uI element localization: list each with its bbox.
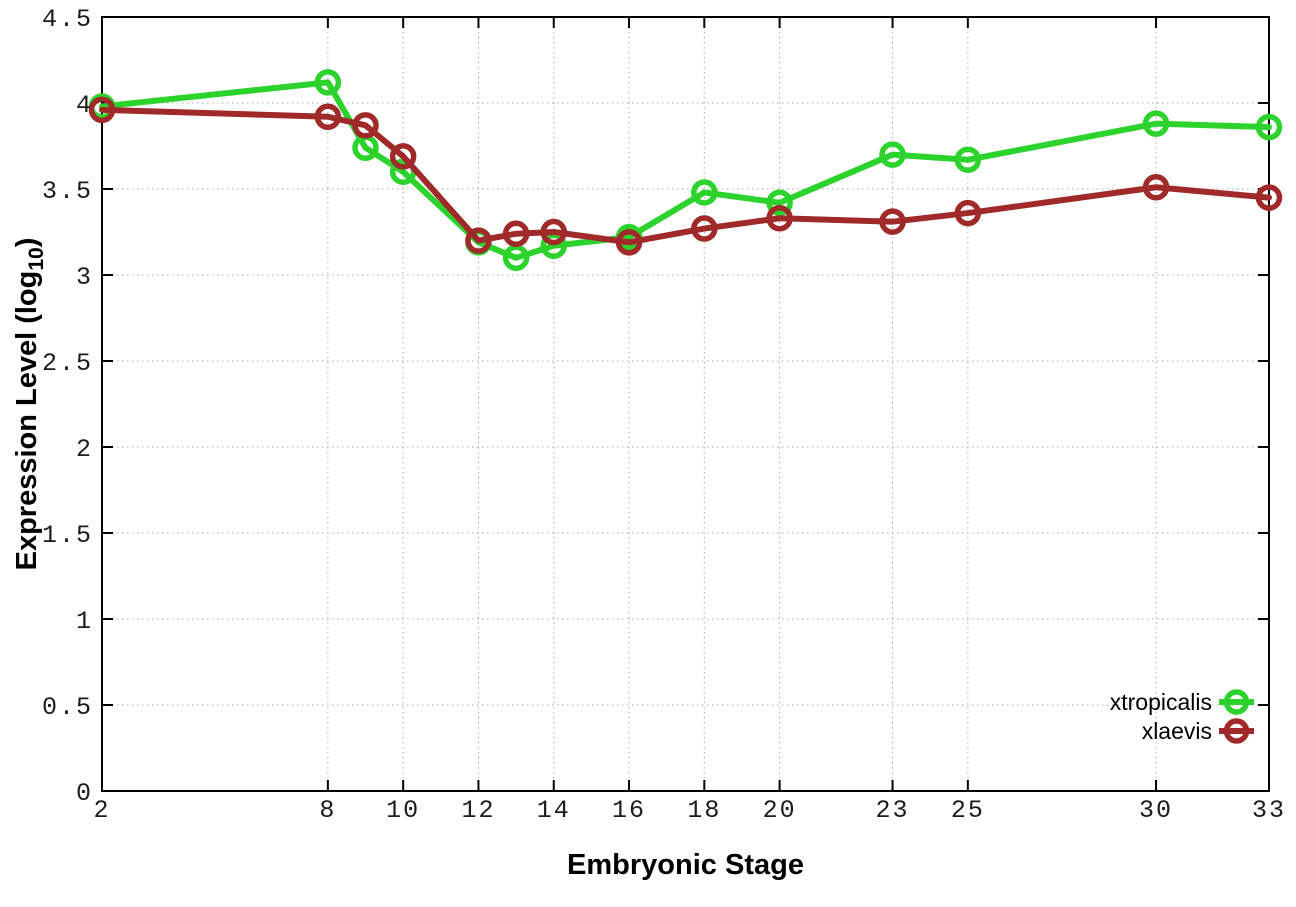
y-tick-label: 2.5 xyxy=(42,349,93,378)
x-axis-label: Embryonic Stage xyxy=(567,849,804,881)
data-point-xlaevis-20 xyxy=(766,204,793,232)
x-tick-label: 33 xyxy=(1252,796,1286,825)
y-tick-label: 0 xyxy=(76,779,93,808)
y-tick-label: 1 xyxy=(76,607,93,636)
data-point-xtropicalis-14 xyxy=(540,232,567,260)
y-tick-label: 0.5 xyxy=(42,693,93,722)
data-point-xtropicalis-23 xyxy=(879,141,906,168)
legend-sample-marker-xlaevis xyxy=(1223,718,1250,744)
data-point-xlaevis-10 xyxy=(389,143,417,170)
data-point-xtropicalis-33 xyxy=(1255,113,1283,141)
legend-label-xlaevis: xlaevis xyxy=(1142,718,1212,744)
x-tick-label: 20 xyxy=(763,796,797,825)
data-point-xlaevis-18 xyxy=(691,215,718,242)
data-point-xtropicalis-18 xyxy=(691,179,718,206)
data-point-xlaevis-8 xyxy=(314,103,342,131)
legend-sample-marker-xtropicalis xyxy=(1223,689,1250,715)
data-point-xlaevis-9 xyxy=(352,112,379,139)
data-point-xlaevis-30 xyxy=(1142,174,1170,201)
data-point-xlaevis-12 xyxy=(465,227,492,254)
data-point-xtropicalis-20 xyxy=(766,189,793,217)
legend-entry-xtropicalis: xtropicalis xyxy=(1110,689,1254,715)
y-axis-label: Expression Level (log10) xyxy=(11,238,48,571)
x-tick-label: 16 xyxy=(612,796,646,825)
data-point-xtropicalis-30 xyxy=(1142,110,1170,137)
x-tick-label: 14 xyxy=(537,796,571,825)
data-point-xlaevis-16 xyxy=(615,229,643,256)
x-tick-label: 2 xyxy=(93,796,110,825)
y-tick-label: 3.5 xyxy=(42,177,93,206)
y-tick-label: 4 xyxy=(76,91,93,120)
legend-entry-xlaevis: xlaevis xyxy=(1142,718,1254,744)
series-line-xlaevis xyxy=(99,106,1272,246)
y-tick-label: 4.5 xyxy=(42,5,93,34)
x-tick-label: 10 xyxy=(386,796,420,825)
data-point-xtropicalis-25 xyxy=(954,146,982,174)
x-tick-label: 18 xyxy=(687,796,721,825)
data-point-xlaevis-13 xyxy=(502,220,530,247)
plot-border xyxy=(101,16,1270,792)
x-tick-label: 8 xyxy=(319,796,336,825)
data-point-xlaevis-23 xyxy=(879,208,906,235)
y-tick-label: 1.5 xyxy=(42,521,93,550)
y-tick-label: 3 xyxy=(76,263,93,292)
data-point-xlaevis-25 xyxy=(954,199,982,227)
data-point-xlaevis-2 xyxy=(88,96,116,124)
x-tick-label: 25 xyxy=(951,796,985,825)
y-tick-label: 2 xyxy=(76,435,93,464)
legend-label-xtropicalis: xtropicalis xyxy=(1110,689,1212,715)
data-point-xtropicalis-13 xyxy=(502,244,530,272)
x-tick-label: 30 xyxy=(1139,796,1173,825)
data-point-xtropicalis-8 xyxy=(314,69,342,96)
data-point-xlaevis-33 xyxy=(1255,184,1283,211)
x-tick-label: 23 xyxy=(876,796,910,825)
x-tick-label: 12 xyxy=(461,796,495,825)
data-point-xlaevis-14 xyxy=(540,218,567,246)
